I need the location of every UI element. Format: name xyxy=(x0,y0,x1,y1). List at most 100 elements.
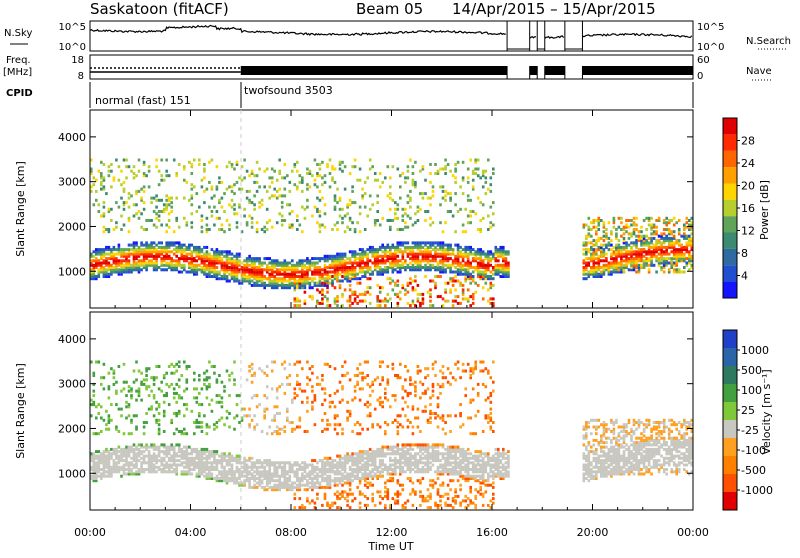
velocity-cell xyxy=(218,477,221,480)
power-cell xyxy=(422,241,425,244)
power-cell xyxy=(108,262,111,265)
power-cell xyxy=(145,228,148,231)
velocity-cell xyxy=(160,457,163,460)
y-tick-label: 4000 xyxy=(58,131,86,144)
power-cell xyxy=(165,268,168,271)
velocity-cell xyxy=(130,419,133,422)
velocity-cell xyxy=(183,432,186,435)
power-cell xyxy=(223,192,226,195)
power-cell xyxy=(110,208,113,211)
velocity-cell xyxy=(98,475,101,478)
power-cell xyxy=(469,262,472,265)
power-cell xyxy=(454,255,457,258)
power-cell xyxy=(301,259,304,262)
power-cell xyxy=(258,206,261,209)
power-cell xyxy=(359,277,362,280)
power-cell xyxy=(160,268,163,271)
power-cell xyxy=(100,172,103,175)
velocity-cell xyxy=(188,457,191,460)
velocity-cell xyxy=(198,421,201,424)
velocity-cell xyxy=(324,399,327,402)
power-cell xyxy=(148,219,151,222)
power-cell xyxy=(422,293,425,296)
velocity-cell xyxy=(188,365,191,368)
power-cell xyxy=(123,159,126,162)
power-cell xyxy=(314,282,317,285)
power-cell xyxy=(140,188,143,191)
power-cell xyxy=(168,255,171,258)
velocity-cell xyxy=(349,488,352,491)
velocity-cell xyxy=(278,428,281,431)
velocity-cell xyxy=(138,468,141,471)
velocity-cell xyxy=(336,455,339,458)
velocity-cell xyxy=(361,387,364,390)
power-cell xyxy=(472,179,475,182)
velocity-cell xyxy=(138,448,141,451)
power-cell xyxy=(281,215,284,218)
velocity-cell xyxy=(319,475,322,478)
velocity-cell xyxy=(238,421,241,424)
power-cell xyxy=(409,266,412,269)
power-cell xyxy=(123,248,126,251)
power-cell xyxy=(196,246,199,249)
power-cell xyxy=(638,235,641,238)
power-cell xyxy=(485,192,488,195)
velocity-cell xyxy=(198,426,201,429)
power-cell xyxy=(638,264,641,267)
velocity-cell xyxy=(158,387,161,390)
power-cell xyxy=(206,224,209,227)
velocity-cell xyxy=(316,473,319,476)
velocity-cell xyxy=(289,461,292,464)
velocity-cell xyxy=(253,414,256,417)
velocity-cell xyxy=(364,450,367,453)
velocity-cell xyxy=(115,403,118,406)
velocity-cell xyxy=(301,367,304,370)
power-cell xyxy=(429,224,432,227)
power-cell xyxy=(683,253,686,256)
velocity-cell xyxy=(346,410,349,413)
velocity-cell xyxy=(281,363,284,366)
power-cell xyxy=(341,217,344,220)
velocity-cell xyxy=(100,405,103,408)
power-cell xyxy=(324,277,327,280)
velocity-cell xyxy=(226,459,229,462)
velocity-cell xyxy=(173,468,176,471)
power-cell xyxy=(339,197,342,200)
power-cell xyxy=(108,228,111,231)
power-cell xyxy=(208,228,211,231)
power-cell xyxy=(648,224,651,227)
velocity-cell xyxy=(299,464,302,467)
velocity-cell xyxy=(163,464,166,467)
power-cell xyxy=(588,226,591,229)
power-cell xyxy=(374,179,377,182)
velocity-cell xyxy=(115,448,118,451)
velocity-cell xyxy=(100,376,103,379)
power-cell xyxy=(467,181,470,184)
power-cell xyxy=(339,161,342,164)
power-cell xyxy=(191,203,194,206)
power-cell xyxy=(412,172,415,175)
power-cell xyxy=(490,271,493,274)
power-cell xyxy=(105,192,108,195)
power-cell xyxy=(221,257,224,260)
power-cell xyxy=(326,271,329,274)
power-cell xyxy=(439,259,442,262)
power-cell xyxy=(424,179,427,182)
velocity-cell xyxy=(231,455,234,458)
velocity-cell xyxy=(299,506,302,509)
power-cell xyxy=(314,183,317,186)
power-cell xyxy=(359,248,362,251)
power-cell xyxy=(437,295,440,298)
power-cell xyxy=(444,172,447,175)
power-cell xyxy=(683,224,686,227)
power-cell xyxy=(349,295,352,298)
power-cell xyxy=(645,250,648,253)
power-cell xyxy=(444,159,447,162)
power-cell xyxy=(648,237,651,240)
power-cell xyxy=(361,248,364,251)
power-cell xyxy=(211,215,214,218)
power-cell xyxy=(474,250,477,253)
velocity-cell xyxy=(110,452,113,455)
power-cell xyxy=(585,241,588,244)
